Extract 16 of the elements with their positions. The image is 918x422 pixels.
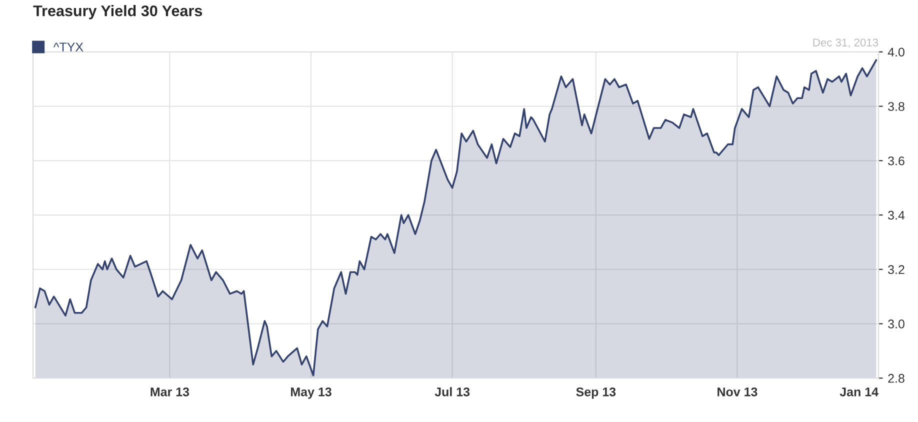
text: Dec 31, 2013 — [813, 38, 878, 48]
y-tick-label: 3.4 — [888, 210, 905, 220]
y-tick-label: 3.2 — [888, 265, 904, 274]
chart-title: Treasury Yield 30 Years — [33, 5, 202, 20]
x-tick-label: Mar 13 — [150, 387, 190, 396]
x-tick-label: Nov 13 — [718, 387, 758, 396]
x-tick-label: Jan 14 — [840, 388, 878, 396]
legend-label: ^TYX — [53, 42, 84, 52]
y-tick-label: 3.6 — [888, 156, 904, 166]
y-tick-label: 3.8 — [888, 102, 904, 111]
y-tick-label: 2.8 — [888, 374, 904, 383]
x-tick-label: Jul 13 — [434, 387, 470, 396]
x-tick-label: Sep 13 — [576, 387, 616, 399]
y-tick-label: 4.0 — [888, 48, 904, 57]
y-tick-label: 3.0 — [888, 320, 904, 328]
x-tick-label: May 13 — [291, 387, 332, 399]
